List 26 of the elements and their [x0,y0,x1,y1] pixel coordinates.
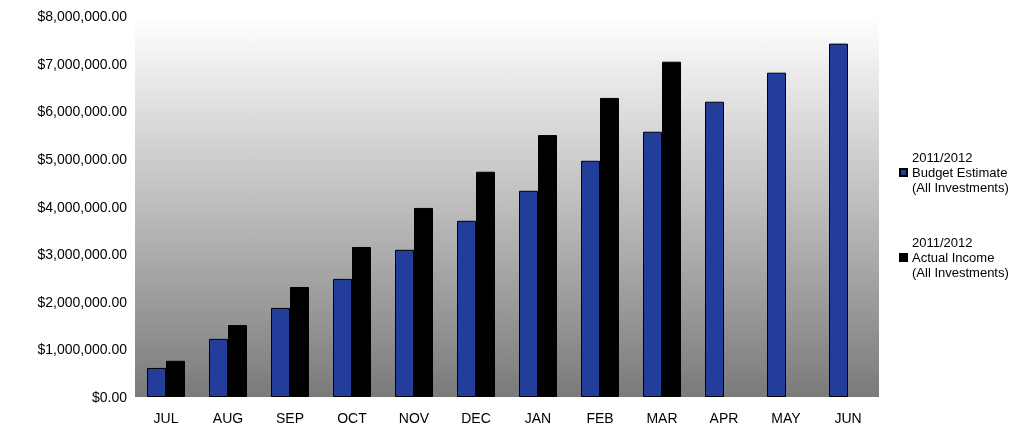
x-tick-label: NOV [398,410,430,426]
y-tick-label: $5,000,000.00 [37,150,128,167]
y-tick-label: $7,000,000.00 [37,55,128,72]
bar [767,72,786,397]
x-tick-label: APR [709,410,739,426]
y-tick-label: $6,000,000.00 [37,103,128,120]
bar [829,43,848,397]
y-tick-label: $8,000,000.00 [37,8,128,24]
y-tick-label: $4,000,000.00 [37,198,128,215]
x-tick-label: FEB [586,410,614,426]
y-tick-label: $2,000,000.00 [37,293,128,310]
x-tick-label: MAY [771,410,802,426]
x-tick-label: DEC [461,410,491,426]
x-tick-label: JAN [524,410,552,426]
x-tick-label: JUN [834,410,862,426]
x-tick-label: OCT [337,410,368,426]
legend-label: 2011/2012 Budget Estimate (All Investments) [912,150,1011,195]
y-tick-label: $0.00 [91,389,128,405]
x-tick-label: MAR [646,410,678,426]
x-tick-label: SEP [275,410,305,426]
y-tick-label: $3,000,000.00 [37,246,128,263]
y-tick-label: $1,000,000.00 [37,341,128,358]
x-tick-label: JUL [153,410,179,426]
x-tick-label: AUG [212,410,244,426]
legend-label: 2011/2012 Actual Income (All Investments) [912,235,1009,280]
bar [705,101,724,397]
